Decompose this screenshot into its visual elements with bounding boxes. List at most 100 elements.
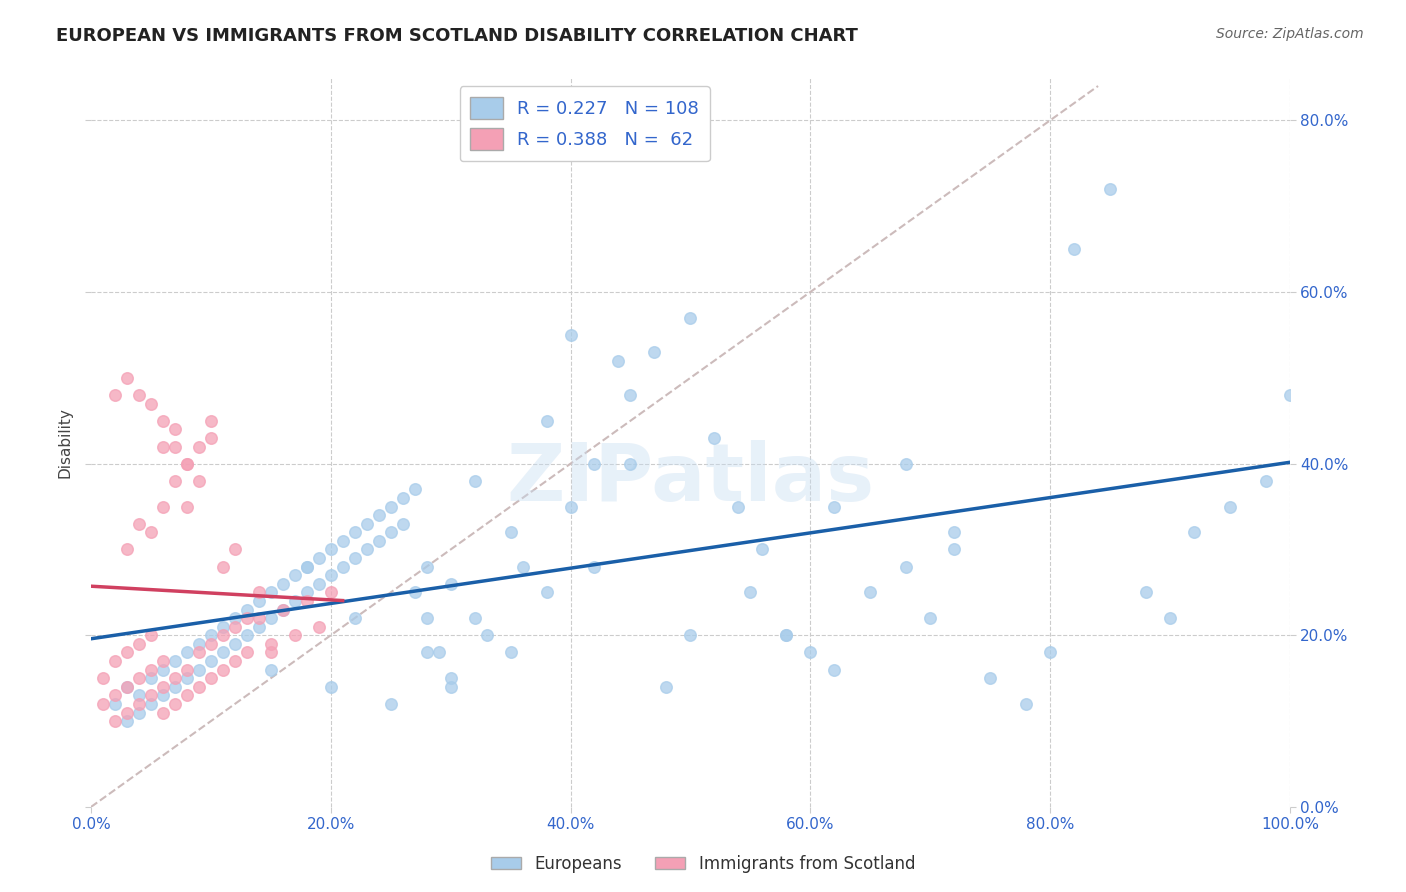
Point: [295, 559, 318, 574]
Point: [464, 611, 486, 625]
Point: [115, 714, 138, 728]
Point: [799, 645, 821, 659]
Point: [247, 620, 270, 634]
Point: [211, 645, 233, 659]
Point: [139, 671, 162, 685]
Point: [128, 637, 150, 651]
Point: [104, 654, 127, 668]
Point: [415, 611, 437, 625]
Point: [128, 388, 150, 402]
Point: [176, 500, 198, 514]
Point: [896, 457, 918, 471]
Point: [115, 645, 138, 659]
Point: [751, 542, 773, 557]
Point: [152, 663, 174, 677]
Point: [439, 680, 461, 694]
Point: [104, 714, 127, 728]
Point: [236, 628, 259, 642]
Point: [679, 628, 702, 642]
Point: [104, 697, 127, 711]
Point: [536, 585, 558, 599]
Point: [152, 414, 174, 428]
Point: [332, 533, 354, 548]
Point: [163, 671, 186, 685]
Point: [236, 645, 259, 659]
Point: [152, 500, 174, 514]
Point: [655, 680, 678, 694]
Point: [560, 500, 582, 514]
Point: [439, 577, 461, 591]
Point: [295, 559, 318, 574]
Point: [332, 559, 354, 574]
Point: [271, 602, 294, 616]
Point: [775, 628, 797, 642]
Point: [139, 396, 162, 410]
Point: [260, 611, 283, 625]
Point: [271, 577, 294, 591]
Point: [356, 516, 378, 531]
Point: [128, 671, 150, 685]
Point: [823, 663, 845, 677]
Point: [187, 645, 209, 659]
Point: [211, 620, 233, 634]
Point: [176, 689, 198, 703]
Text: ZIPatlas: ZIPatlas: [506, 440, 875, 517]
Point: [200, 637, 222, 651]
Point: [115, 371, 138, 385]
Point: [200, 671, 222, 685]
Point: [295, 585, 318, 599]
Point: [319, 542, 342, 557]
Point: [1219, 500, 1241, 514]
Point: [115, 680, 138, 694]
Point: [176, 645, 198, 659]
Point: [211, 559, 233, 574]
Point: [284, 568, 307, 582]
Point: [367, 533, 389, 548]
Point: [139, 697, 162, 711]
Point: [404, 483, 426, 497]
Point: [224, 654, 246, 668]
Point: [859, 585, 882, 599]
Point: [943, 525, 966, 540]
Point: [247, 585, 270, 599]
Point: [319, 680, 342, 694]
Point: [1039, 645, 1062, 659]
Point: [260, 645, 283, 659]
Point: [775, 628, 797, 642]
Point: [619, 457, 641, 471]
Point: [415, 645, 437, 659]
Legend: R = 0.227   N = 108, R = 0.388   N =  62: R = 0.227 N = 108, R = 0.388 N = 62: [460, 87, 710, 161]
Point: [115, 706, 138, 720]
Point: [404, 585, 426, 599]
Point: [1254, 474, 1277, 488]
Point: [943, 542, 966, 557]
Point: [163, 474, 186, 488]
Point: [115, 680, 138, 694]
Point: [1278, 388, 1301, 402]
Point: [260, 637, 283, 651]
Point: [560, 327, 582, 342]
Point: [152, 440, 174, 454]
Point: [163, 422, 186, 436]
Point: [163, 654, 186, 668]
Point: [427, 645, 450, 659]
Point: [823, 500, 845, 514]
Point: [1015, 697, 1038, 711]
Point: [91, 697, 114, 711]
Point: [152, 689, 174, 703]
Point: [139, 663, 162, 677]
Point: [176, 457, 198, 471]
Point: [91, 671, 114, 685]
Point: [187, 663, 209, 677]
Point: [176, 457, 198, 471]
Point: [200, 414, 222, 428]
Point: [727, 500, 749, 514]
Text: Source: ZipAtlas.com: Source: ZipAtlas.com: [1216, 27, 1364, 41]
Point: [163, 680, 186, 694]
Point: [319, 568, 342, 582]
Point: [128, 706, 150, 720]
Point: [380, 525, 402, 540]
Point: [583, 559, 606, 574]
Point: [1099, 182, 1122, 196]
Point: [176, 663, 198, 677]
